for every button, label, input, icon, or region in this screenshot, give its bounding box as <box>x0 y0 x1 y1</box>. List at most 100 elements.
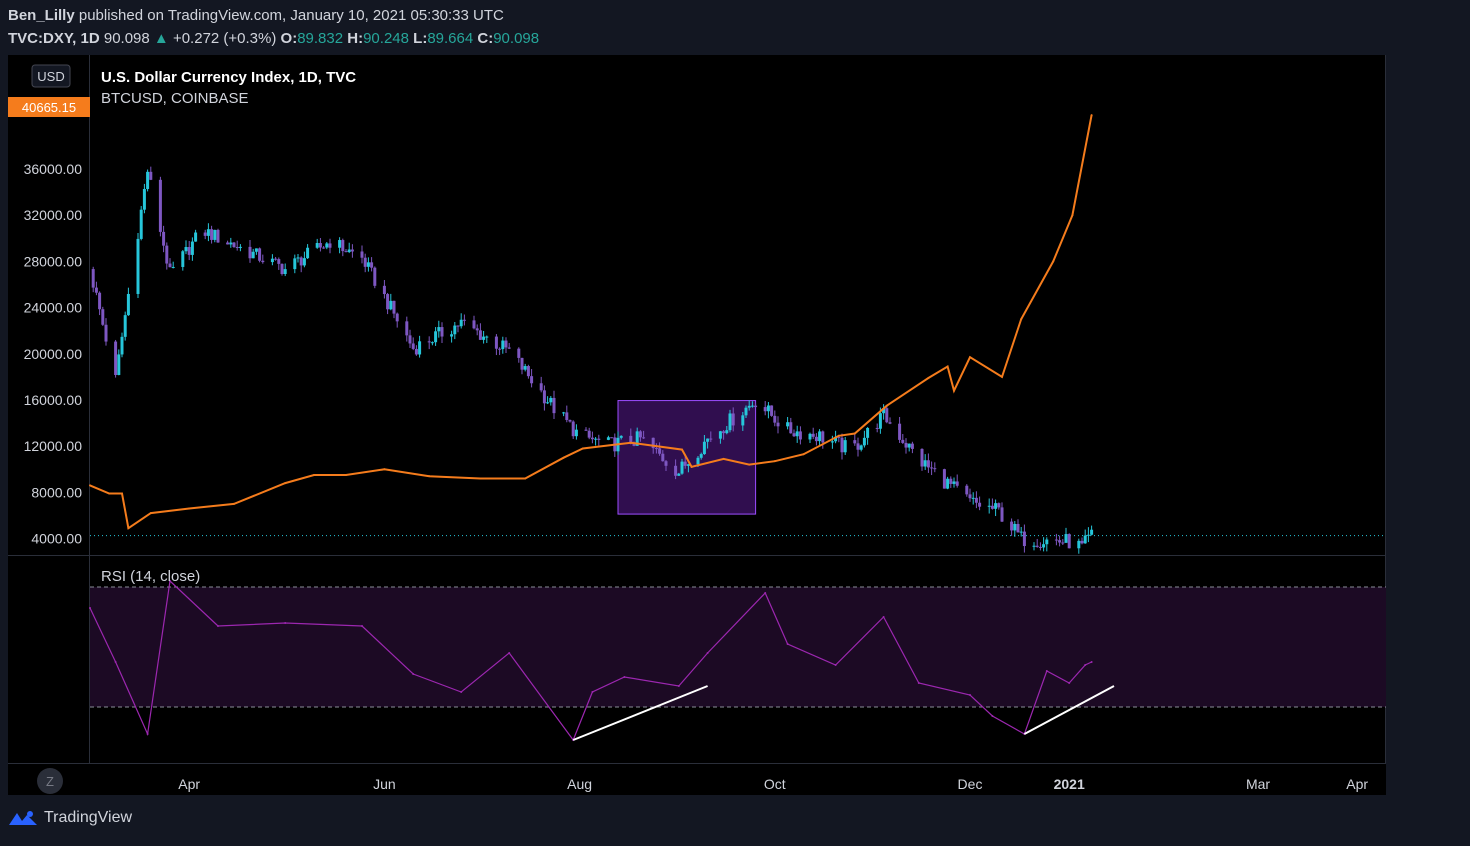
dxy-candle <box>1045 539 1049 545</box>
dxy-candle <box>517 348 521 358</box>
tradingview-logo-icon <box>9 811 37 825</box>
dxy-candle <box>837 436 841 438</box>
dxy-candle <box>258 248 262 261</box>
dxy-candle <box>206 229 210 236</box>
dxy-candle <box>718 431 722 439</box>
dxy-candle <box>709 438 713 440</box>
high-label: H: <box>347 30 364 47</box>
btc-point <box>121 492 123 495</box>
dxy-candle <box>744 407 748 416</box>
left-axis-tick: 24000.00 <box>24 300 83 316</box>
chart-canvas[interactable]: 36000.00 32000.00 28000.00 24000.00 20000.00… <box>8 55 1386 795</box>
tradingview-brand[interactable]: TradingView <box>8 809 132 827</box>
rsi-band <box>90 587 1386 707</box>
dxy-candle <box>539 383 543 391</box>
dxy-candle <box>440 327 444 337</box>
dxy-candle <box>923 460 927 467</box>
dxy-candle <box>1010 521 1014 531</box>
time-axis-tick: Oct <box>764 776 786 792</box>
rsi-point <box>706 652 709 654</box>
dxy-candle <box>811 433 815 437</box>
btc-point <box>853 432 856 435</box>
btc-point <box>89 484 91 487</box>
dxy-candle <box>344 251 348 253</box>
dxy-candle <box>414 348 418 355</box>
trendline-aug <box>572 685 708 741</box>
chart-subtitle: BTCUSD, COINBASE <box>101 90 249 107</box>
dxy-candle <box>306 247 310 259</box>
dxy-candle <box>392 300 396 314</box>
time-axis-background <box>8 764 1386 795</box>
dxy-candle <box>251 251 255 259</box>
btc-point <box>1090 114 1093 117</box>
btc-point <box>233 502 235 505</box>
dxy-candle <box>142 188 146 210</box>
dxy-candle <box>635 431 639 446</box>
dxy-candle <box>507 347 511 349</box>
dxy-candle <box>456 325 460 327</box>
dxy-candle <box>427 341 431 343</box>
dxy-candle <box>101 309 105 325</box>
dxy-candle <box>318 243 322 248</box>
dxy-candle <box>1038 546 1042 548</box>
dxy-candle <box>293 258 297 270</box>
dxy-candle <box>1090 529 1094 535</box>
dxy-candle <box>498 348 502 350</box>
dxy-candle <box>974 497 978 503</box>
dxy-candle <box>862 437 866 446</box>
dxy-candle <box>680 461 684 474</box>
dxy-candle <box>1067 534 1071 549</box>
btc-point <box>802 453 805 456</box>
dxy-candle <box>389 300 393 310</box>
dxy-candle <box>590 437 594 440</box>
dxy-candle <box>530 376 534 384</box>
dxy-candle <box>325 243 329 248</box>
rsi-point <box>786 643 789 645</box>
change-arrow-icon: ▲ <box>153 30 169 47</box>
btc-point <box>629 441 632 444</box>
dxy-candle <box>949 478 953 484</box>
dxy-candle <box>120 336 124 355</box>
rsi-point <box>412 673 415 675</box>
btc-point <box>313 474 315 477</box>
rsi-point <box>1068 682 1071 684</box>
dxy-candle <box>1061 542 1065 544</box>
dxy-candle <box>741 415 745 426</box>
dxy-candle <box>859 445 863 450</box>
dxy-candle <box>606 437 610 440</box>
dxy-candle <box>565 412 569 420</box>
dxy-candle <box>597 438 601 440</box>
dxy-candle <box>901 439 905 443</box>
left-axis-tick: 32000.00 <box>24 207 83 223</box>
btc-point <box>108 492 111 495</box>
rsi-point <box>834 664 837 666</box>
rsi-point <box>114 661 117 663</box>
btc-point <box>722 457 725 460</box>
dxy-candle <box>277 259 281 264</box>
dxy-candle <box>888 422 892 424</box>
dxy-candle <box>91 269 95 288</box>
dxy-candle <box>971 497 975 499</box>
btc-point <box>953 389 955 392</box>
rsi-label: RSI (14, close) <box>101 568 200 585</box>
btc-point <box>284 482 287 485</box>
rsi-point <box>89 607 91 609</box>
dxy-candle <box>795 431 799 437</box>
dxy-candle <box>395 313 399 322</box>
symbol-name[interactable]: TVC:DXY, 1D <box>8 30 100 47</box>
dxy-candle <box>552 397 556 414</box>
dxy-candle <box>933 468 937 470</box>
dxy-candle <box>405 321 409 336</box>
dxy-candle <box>411 343 415 349</box>
dxy-candle <box>763 407 767 412</box>
btc-point <box>188 507 191 510</box>
btc-point <box>885 404 888 407</box>
dxy-candle <box>968 494 972 499</box>
dxy-candle <box>747 405 751 408</box>
author-name[interactable]: Ben_Lilly <box>8 7 75 24</box>
dxy-candle <box>104 324 108 342</box>
chart-footer: TradingView <box>0 795 1470 846</box>
dxy-candle <box>584 429 588 431</box>
dxy-candle <box>418 341 422 355</box>
dxy-candle <box>910 443 914 449</box>
